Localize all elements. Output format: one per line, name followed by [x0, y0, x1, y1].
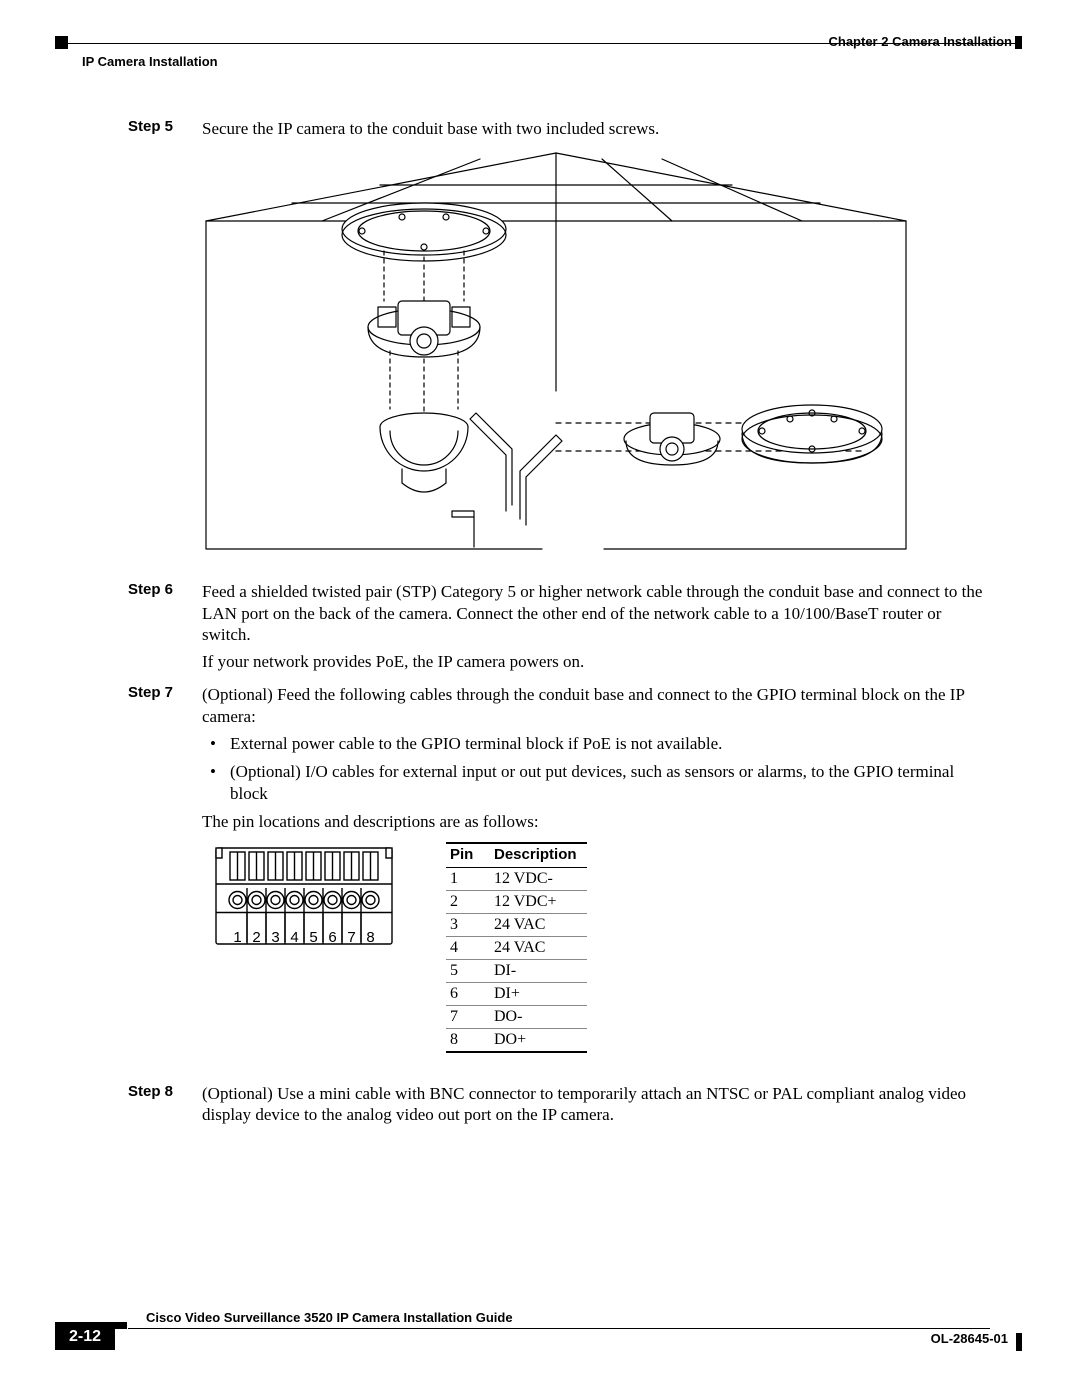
col-pin: Pin	[446, 843, 490, 867]
step-label: Step 5	[128, 118, 202, 145]
table-row: 6DI+	[446, 983, 587, 1006]
cell-pin: 2	[446, 891, 490, 914]
footer-title: Cisco Video Surveillance 3520 IP Camera …	[146, 1310, 513, 1325]
cell-pin: 5	[446, 960, 490, 983]
step-text: Secure the IP camera to the conduit base…	[202, 118, 990, 145]
step-label: Step 6	[128, 581, 202, 678]
table-row: 5DI-	[446, 960, 587, 983]
table-row: 212 VDC+	[446, 891, 587, 914]
cell-desc: 24 VAC	[490, 914, 587, 937]
step-6: Step 6 Feed a shielded twisted pair (STP…	[128, 581, 990, 678]
svg-text:5: 5	[309, 929, 317, 946]
bullet: (Optional) I/O cables for external input…	[230, 761, 990, 805]
step-7: Step 7 (Optional) Feed the following cab…	[128, 684, 990, 1077]
footer-doc: OL-28645-01	[931, 1331, 1008, 1346]
table-row: 324 VAC	[446, 914, 587, 937]
cell-desc: 24 VAC	[490, 937, 587, 960]
install-figure	[202, 151, 910, 553]
step-text: Feed a shielded twisted pair (STP) Categ…	[202, 581, 990, 678]
footer-page: 2-12	[55, 1324, 115, 1350]
svg-text:1: 1	[233, 929, 241, 946]
table-row: 424 VAC	[446, 937, 587, 960]
cell-desc: DO+	[490, 1029, 587, 1053]
table-row: 7DO-	[446, 1006, 587, 1029]
pin-table: Pin Description 112 VDC-212 VDC+324 VAC4…	[446, 842, 587, 1053]
step-text: (Optional) Feed the following cables thr…	[202, 684, 990, 1077]
header-marker-right	[1015, 36, 1022, 49]
svg-text:2: 2	[252, 929, 260, 946]
cell-pin: 6	[446, 983, 490, 1006]
step-5: Step 5 Secure the IP camera to the condu…	[128, 118, 990, 145]
bullet: External power cable to the GPIO termina…	[230, 733, 990, 755]
svg-text:7: 7	[347, 929, 355, 946]
step-8: Step 8 (Optional) Use a mini cable with …	[128, 1083, 990, 1132]
svg-text:8: 8	[366, 929, 374, 946]
pin-block-diagram: 12345678	[208, 842, 418, 962]
cell-desc: DI+	[490, 983, 587, 1006]
cell-desc: 12 VDC+	[490, 891, 587, 914]
footer-tick	[1016, 1333, 1022, 1351]
paragraph: The pin locations and descriptions are a…	[202, 811, 990, 832]
cell-pin: 1	[446, 868, 490, 891]
header-chapter: Chapter 2 Camera Installation	[829, 34, 1013, 49]
step-text: (Optional) Use a mini cable with BNC con…	[202, 1083, 990, 1132]
page: Chapter 2 Camera Installation IP Camera …	[0, 0, 1080, 1397]
step-label: Step 7	[128, 684, 202, 1077]
header-marker-left	[55, 36, 68, 49]
cell-pin: 4	[446, 937, 490, 960]
svg-text:4: 4	[290, 929, 298, 946]
header-section: IP Camera Installation	[82, 54, 218, 69]
col-desc: Description	[490, 843, 587, 867]
cell-pin: 3	[446, 914, 490, 937]
step-label: Step 8	[128, 1083, 202, 1132]
paragraph: If your network provides PoE, the IP cam…	[202, 651, 990, 672]
paragraph: Secure the IP camera to the conduit base…	[202, 118, 990, 139]
table-row: 8DO+	[446, 1029, 587, 1053]
svg-text:3: 3	[271, 929, 279, 946]
bullet-list: External power cable to the GPIO termina…	[202, 733, 990, 805]
cell-desc: DO-	[490, 1006, 587, 1029]
pin-area: 12345678 Pin Description 112 VDC-212 VDC…	[202, 842, 990, 1053]
cell-desc: DI-	[490, 960, 587, 983]
paragraph: (Optional) Feed the following cables thr…	[202, 684, 990, 727]
footer-rule	[128, 1328, 990, 1329]
cell-pin: 7	[446, 1006, 490, 1029]
svg-text:6: 6	[328, 929, 336, 946]
cell-desc: 12 VDC-	[490, 868, 587, 891]
body: Step 5 Secure the IP camera to the condu…	[128, 118, 990, 1138]
paragraph: (Optional) Use a mini cable with BNC con…	[202, 1083, 990, 1126]
cell-pin: 8	[446, 1029, 490, 1053]
table-row: 112 VDC-	[446, 868, 587, 891]
paragraph: Feed a shielded twisted pair (STP) Categ…	[202, 581, 990, 645]
